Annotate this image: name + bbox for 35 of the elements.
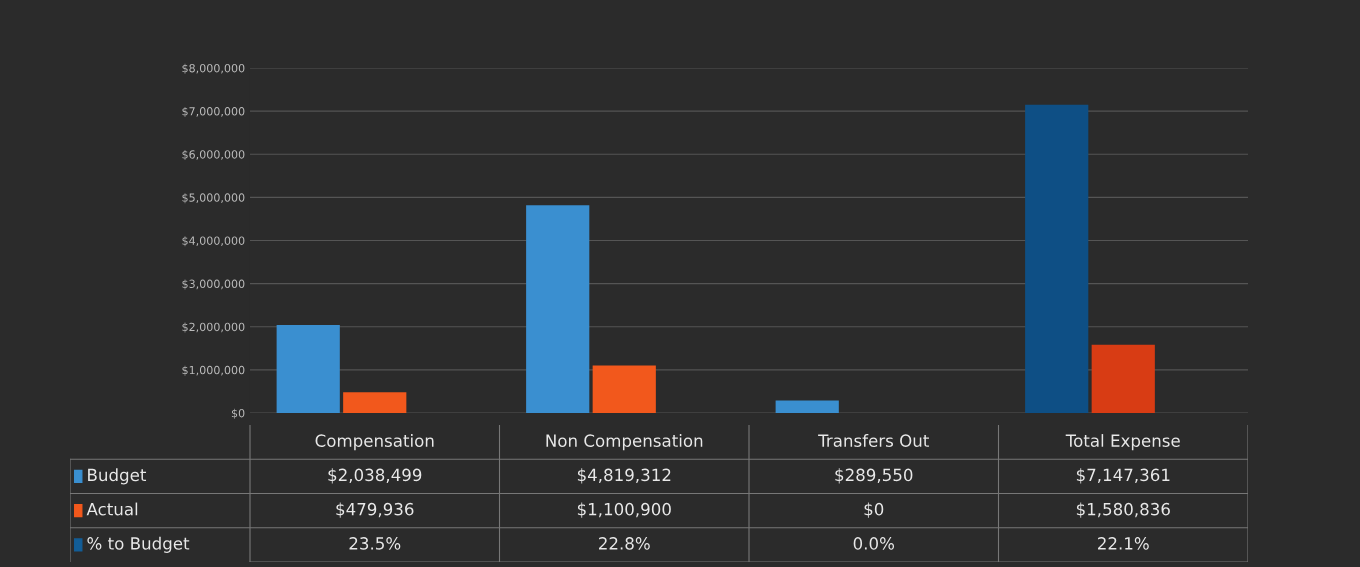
- legend-label: Budget: [88, 468, 147, 485]
- data-label: $4,819,312: [577, 468, 671, 484]
- y-tick-label: $1,000,000: [182, 365, 245, 376]
- data-label: 0.0%: [853, 537, 894, 550]
- legend-label: % to Budget: [87, 536, 190, 553]
- data-label: $1,100,900: [577, 502, 671, 518]
- data-label: $2,038,499: [328, 468, 422, 484]
- data-label: $289,550: [835, 468, 913, 484]
- y-tick-label: $5,000,000: [182, 193, 245, 204]
- x-tick-label: Non Compensation: [546, 434, 703, 451]
- data-label: 23.5%: [349, 537, 401, 550]
- data-label: $479,936: [336, 502, 414, 518]
- y-tick-label: $2,000,000: [182, 322, 245, 333]
- bar: [276, 325, 340, 413]
- data-label: $1,580,836: [1076, 502, 1170, 518]
- y-tick-label: $4,000,000: [182, 236, 245, 247]
- legend-label: Actual: [86, 502, 138, 516]
- y-tick-label: $6,000,000: [182, 150, 245, 161]
- x-tick-label: Total Expense: [1065, 434, 1180, 451]
- bar: [1091, 344, 1155, 413]
- y-tick-label: $8,000,000: [182, 63, 245, 74]
- data-label: $7,147,361: [1076, 468, 1170, 484]
- data-label: 22.1%: [1098, 537, 1149, 550]
- x-tick-label: Transfers Out: [818, 434, 929, 447]
- data-label: $0: [864, 502, 884, 518]
- bar: [343, 392, 407, 413]
- y-tick-label: $0: [231, 408, 245, 419]
- bar: [775, 400, 839, 413]
- y-tick-label: $3,000,000: [182, 279, 245, 290]
- y-tick-label: $7,000,000: [182, 106, 245, 117]
- data-label: 22.8%: [599, 537, 650, 550]
- x-tick-label: Compensation: [315, 434, 434, 451]
- bar: [592, 365, 656, 413]
- bar: [526, 205, 590, 413]
- bar: [1025, 104, 1089, 413]
